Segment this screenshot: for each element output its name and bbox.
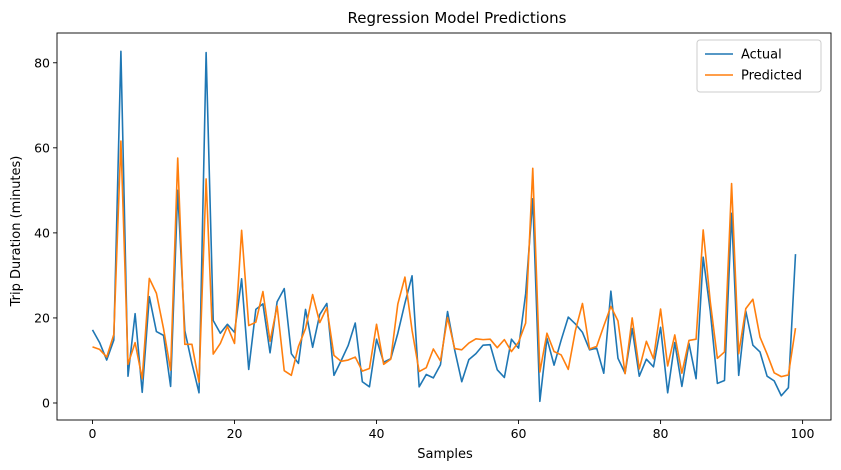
chart-title: Regression Model Predictions (348, 9, 567, 27)
x-tick-label: 40 (369, 426, 385, 441)
y-tick-label: 60 (34, 140, 50, 155)
x-axis: 0 20 40 60 80 100 (89, 420, 815, 441)
y-tick-label: 20 (34, 310, 50, 325)
y-tick-label: 80 (34, 55, 50, 70)
legend-label-predicted: Predicted (741, 69, 802, 84)
plot-area (91, 50, 797, 403)
series-line-predicted (92, 140, 797, 383)
x-tick-label: 60 (511, 426, 527, 441)
x-tick-label: 0 (89, 426, 97, 441)
plot-frame (56, 32, 832, 421)
x-tick-label: 80 (653, 426, 669, 441)
y-tick-label: 40 (34, 225, 50, 240)
x-tick-label: 20 (227, 426, 243, 441)
x-axis-label: Samples (417, 447, 473, 462)
y-axis: 0 20 40 60 80 (34, 55, 57, 410)
legend-label-actual: Actual (741, 48, 782, 63)
y-axis-label: Trip Duration (minutes) (9, 156, 24, 308)
legend: Actual Predicted (696, 39, 822, 93)
x-tick-label: 100 (791, 426, 815, 441)
legend-box (696, 39, 822, 93)
y-tick-label: 0 (42, 395, 50, 410)
